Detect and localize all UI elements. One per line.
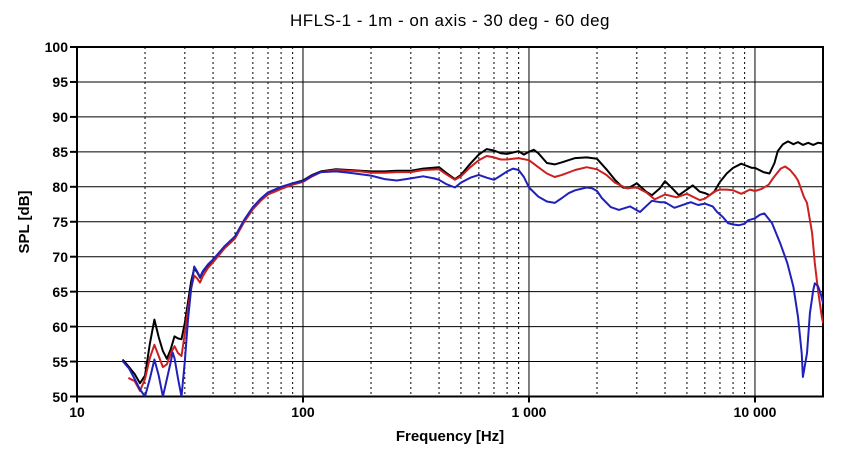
chart-title: HFLS-1 - 1m - on axis - 30 deg - 60 deg	[290, 11, 610, 30]
y-tick-label: 65	[52, 283, 68, 300]
y-tick-label: 90	[52, 108, 68, 125]
x-tick-label: 1 000	[511, 404, 547, 420]
y-tick-label: 55	[52, 353, 68, 370]
y-tick-label: 75	[52, 213, 68, 230]
x-tick-label: 10	[69, 404, 85, 420]
series-curve-60-deg	[122, 167, 823, 397]
x-tick-label: 10 000	[733, 404, 777, 420]
y-tick-label: 100	[44, 39, 68, 55]
y-tick-label: 60	[52, 318, 68, 335]
y-tick-label: 85	[52, 143, 68, 160]
y-tick-label: 50	[52, 388, 68, 405]
series-curve-30-deg	[128, 155, 823, 392]
x-axis-label: Frequency [Hz]	[395, 428, 505, 445]
y-tick-label: 95	[52, 73, 68, 90]
y-tick-label: 70	[52, 248, 68, 265]
y-tick-label: 80	[52, 178, 68, 195]
plot-frame	[76, 46, 824, 398]
x-tick-label: 100	[291, 404, 315, 420]
